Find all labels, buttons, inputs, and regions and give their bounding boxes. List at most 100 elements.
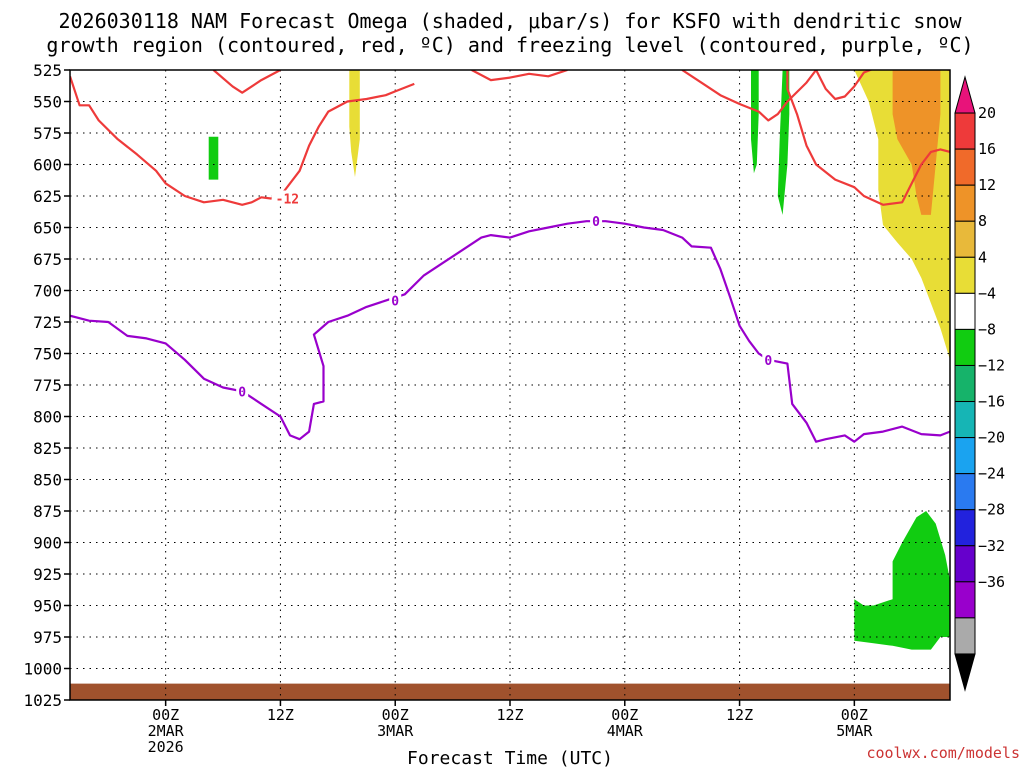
omega-shade-1 xyxy=(349,70,360,178)
colorbar-swatch xyxy=(954,581,976,619)
colorbar-label: −20 xyxy=(978,429,1005,447)
x-tick-label: 00Z xyxy=(382,706,409,724)
y-tick-label: 825 xyxy=(33,439,62,458)
colorbar-label: −16 xyxy=(978,393,1005,411)
y-tick-label: 1025 xyxy=(23,691,62,710)
colorbar-label: 8 xyxy=(978,212,987,230)
colorbar-swatch xyxy=(954,256,976,294)
contours: 0 0 0 0 -12 xyxy=(70,70,950,443)
terrain-band xyxy=(70,683,950,700)
y-tick-label: 600 xyxy=(33,156,62,175)
y-tick-label: 650 xyxy=(33,219,62,238)
y-tick-label: 1000 xyxy=(23,660,62,679)
chart-title-line-2: growth region (contoured, red, ºC) and f… xyxy=(46,33,973,57)
contour-line-5 xyxy=(815,70,950,101)
x-tick-label: 4MAR xyxy=(607,722,644,740)
contour-line-0 xyxy=(70,220,950,443)
colorbar-swatch xyxy=(954,437,976,475)
x-tick-label: 00Z xyxy=(841,706,868,724)
contour-line-6 xyxy=(471,70,568,82)
y-tick-label: 525 xyxy=(33,61,62,80)
contour-label-bg xyxy=(236,383,249,399)
y-tick-label: 850 xyxy=(33,471,62,490)
x-axis-label: Forecast Time (UTC) xyxy=(407,748,613,768)
omega-shade-5 xyxy=(892,70,941,215)
colorbar-swatch xyxy=(954,401,976,439)
colorbar-label: −8 xyxy=(978,320,996,338)
colorbar-label: 20 xyxy=(978,104,996,122)
x-tick-label: 00Z xyxy=(611,706,638,724)
omega-shade-2 xyxy=(751,70,759,174)
contour-label-bg xyxy=(762,351,775,367)
colorbar-label: 12 xyxy=(978,176,996,194)
omega-shade-6 xyxy=(854,511,950,650)
y-tick-label: 700 xyxy=(33,282,62,301)
colorbar-label: −24 xyxy=(978,465,1005,483)
y-tick-label: 800 xyxy=(33,408,62,427)
x-tick-label: 2026 xyxy=(148,738,184,756)
y-tick-label: 750 xyxy=(33,345,62,364)
y-tick-label: 875 xyxy=(33,502,62,521)
y-tick-label: 675 xyxy=(33,250,62,269)
contour-label-freezing: 0 xyxy=(592,215,600,230)
x-tick-label: 12Z xyxy=(496,706,523,724)
y-tick-label: 900 xyxy=(33,534,62,553)
contour-label-freezing: 0 xyxy=(391,295,399,310)
omega-shade-3 xyxy=(777,70,790,215)
colorbar-swatch xyxy=(954,545,976,583)
chart-title-line-1: 2026030118 NAM Forecast Omega (shaded, μ… xyxy=(58,9,962,33)
colorbar-label: −32 xyxy=(978,537,1005,555)
contour-label-bg xyxy=(590,213,603,229)
grid xyxy=(70,69,950,701)
colorbar: 20 16 12 8 4 −4 −8 −12 −16 −20 −24 −28 −32 −36 xyxy=(954,75,1005,692)
y-tick-label: 975 xyxy=(33,628,62,647)
plot-area: 0 0 0 0 -12 xyxy=(69,69,951,701)
y-axis: 525 550 575 600 625 650 675 700 725 750 775 800 825 8… xyxy=(23,61,70,710)
omega-shading xyxy=(208,70,950,650)
terrain xyxy=(70,683,950,700)
y-tick-label: 575 xyxy=(33,124,62,143)
y-tick-label: 775 xyxy=(33,376,62,395)
colorbar-cap-top xyxy=(954,75,976,114)
y-tick-label: 550 xyxy=(33,93,62,112)
colorbar-label: −28 xyxy=(978,501,1005,519)
omega-shade-0 xyxy=(208,136,219,180)
contour-label-freezing: 0 xyxy=(238,385,246,400)
x-tick-label: 00Z xyxy=(152,706,179,724)
colorbar-cap-bottom xyxy=(954,653,976,692)
x-tick-label: 3MAR xyxy=(377,722,414,740)
colorbar-swatch xyxy=(954,473,976,511)
x-tick-label: 12Z xyxy=(726,706,753,724)
y-tick-label: 925 xyxy=(33,565,62,584)
contour-label-dgz: -12 xyxy=(276,193,299,208)
x-tick-label: 12Z xyxy=(267,706,294,724)
colorbar-label: 16 xyxy=(978,140,996,158)
contour-line-2 xyxy=(212,70,281,94)
y-tick-label: 625 xyxy=(33,187,62,206)
y-tick-label: 725 xyxy=(33,313,62,332)
colorbar-swatch xyxy=(954,364,976,403)
contour-label-bg xyxy=(389,292,402,308)
colorbar-swatch xyxy=(954,220,976,258)
y-tick-label: 950 xyxy=(33,597,62,616)
colorbar-label: −4 xyxy=(978,284,996,302)
colorbar-label: −12 xyxy=(978,356,1005,374)
colorbar-label: 4 xyxy=(978,248,987,266)
colorbar-label: −36 xyxy=(978,573,1005,591)
contour-line-4 xyxy=(786,70,950,206)
colorbar-swatch xyxy=(954,617,976,655)
colorbar-swatch xyxy=(954,509,976,547)
colorbar-swatch xyxy=(954,148,976,186)
contour-line-3 xyxy=(681,70,817,122)
contour-label-bg xyxy=(271,190,302,206)
colorbar-swatch xyxy=(954,112,976,150)
colorbar-swatch xyxy=(954,328,976,366)
colorbar-swatch xyxy=(954,292,976,330)
credit-text: coolwx.com/models xyxy=(866,744,1020,762)
x-tick-label: 5MAR xyxy=(836,722,873,740)
contour-label-freezing: 0 xyxy=(764,354,772,369)
x-tick-label: 2MAR xyxy=(148,722,185,740)
colorbar-swatch xyxy=(954,184,976,222)
